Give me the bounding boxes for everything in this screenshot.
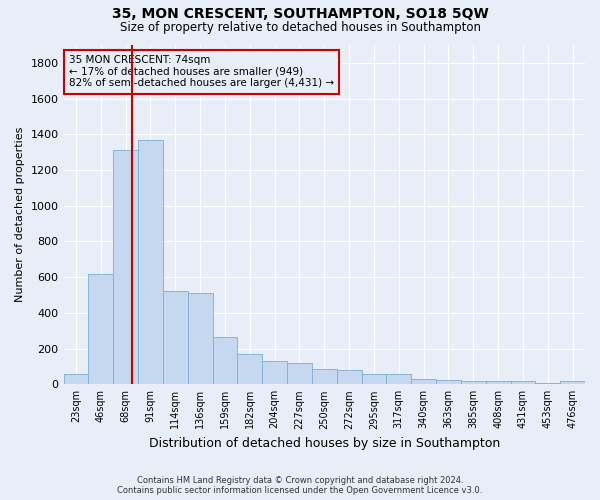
- Bar: [88, 274, 113, 384]
- Text: 35 MON CRESCENT: 74sqm
← 17% of detached houses are smaller (949)
82% of semi-de: 35 MON CRESCENT: 74sqm ← 17% of detached…: [69, 55, 334, 88]
- Text: 35, MON CRESCENT, SOUTHAMPTON, SO18 5QW: 35, MON CRESCENT, SOUTHAMPTON, SO18 5QW: [112, 8, 488, 22]
- Bar: [238, 354, 262, 384]
- Bar: [362, 374, 386, 384]
- Bar: [485, 381, 511, 384]
- Bar: [312, 369, 337, 384]
- Y-axis label: Number of detached properties: Number of detached properties: [15, 127, 25, 302]
- Bar: [337, 370, 362, 384]
- Bar: [386, 374, 411, 384]
- Bar: [511, 381, 535, 384]
- Bar: [138, 140, 163, 384]
- Bar: [113, 150, 138, 384]
- Bar: [461, 381, 485, 384]
- Bar: [163, 292, 188, 384]
- Bar: [262, 361, 287, 384]
- Bar: [411, 379, 436, 384]
- X-axis label: Distribution of detached houses by size in Southampton: Distribution of detached houses by size …: [149, 437, 500, 450]
- Bar: [64, 374, 88, 384]
- Bar: [212, 337, 238, 384]
- Text: Size of property relative to detached houses in Southampton: Size of property relative to detached ho…: [119, 21, 481, 34]
- Bar: [436, 380, 461, 384]
- Text: Contains HM Land Registry data © Crown copyright and database right 2024.
Contai: Contains HM Land Registry data © Crown c…: [118, 476, 482, 495]
- Bar: [560, 381, 585, 384]
- Bar: [188, 293, 212, 384]
- Bar: [287, 363, 312, 384]
